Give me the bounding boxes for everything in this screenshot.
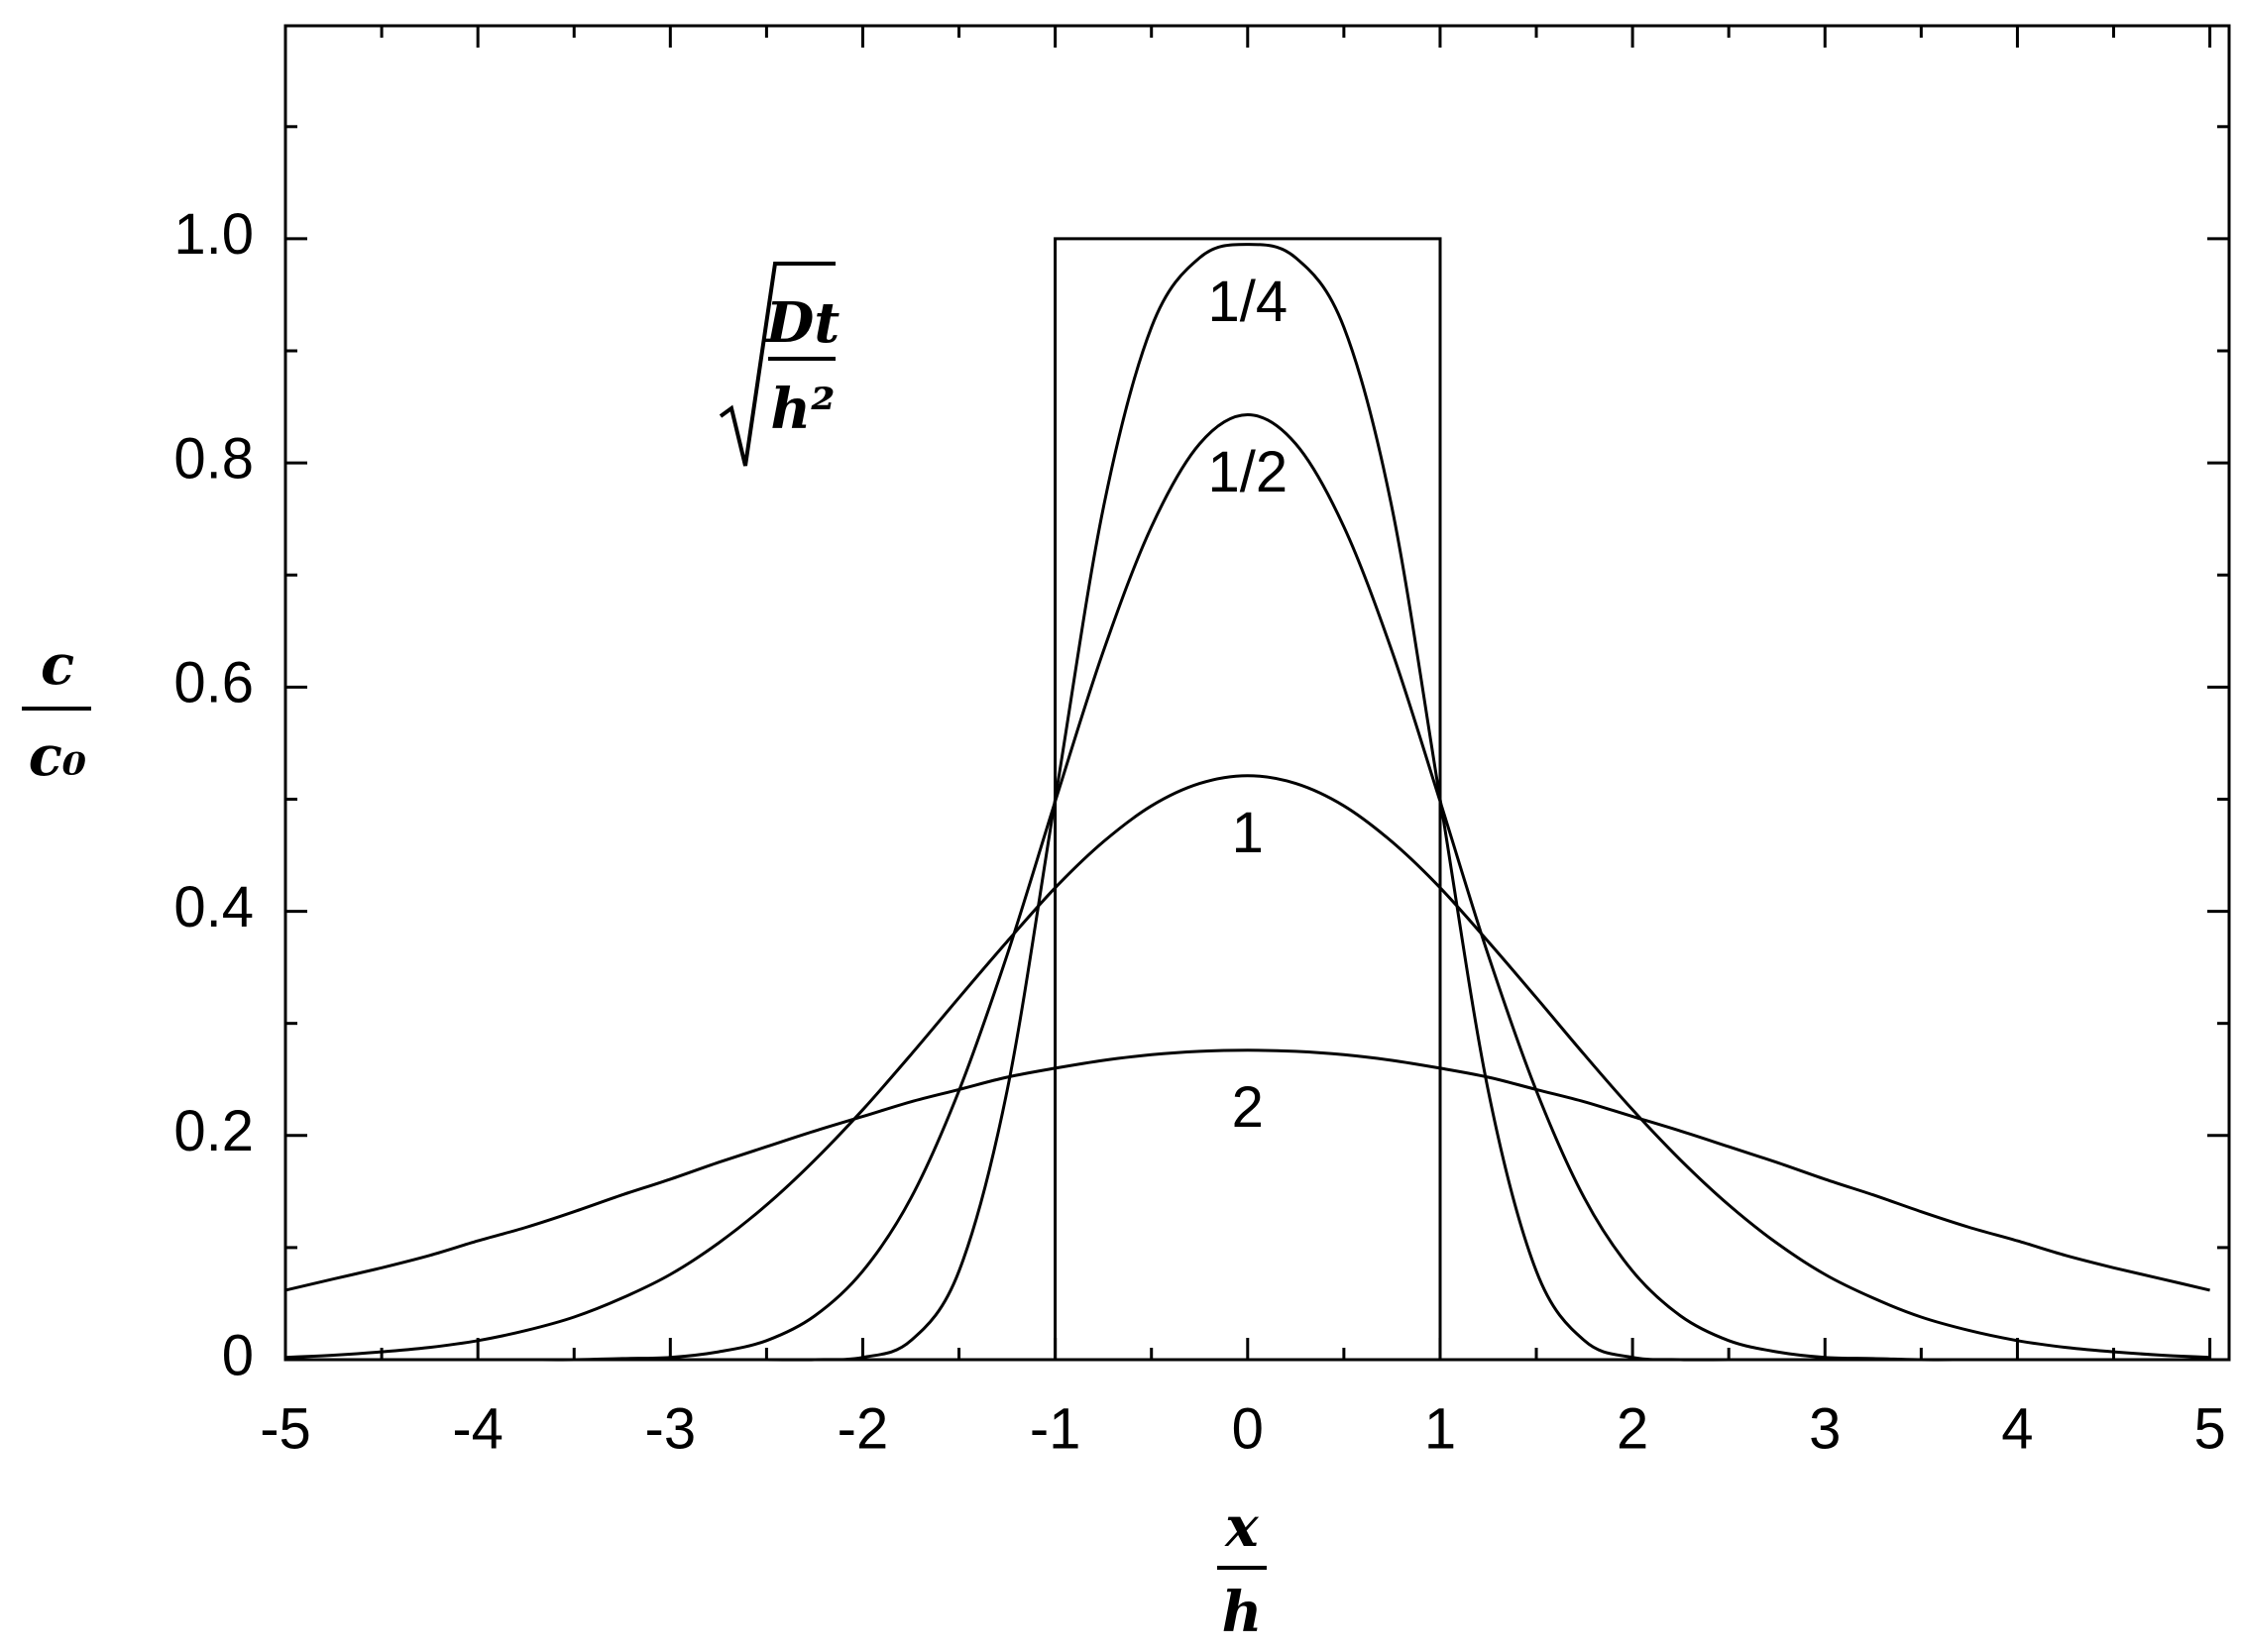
x-tick-label: 1 (1424, 1396, 1456, 1461)
x-tick-label: 3 (1809, 1396, 1841, 1461)
y-tick-label: 0.6 (173, 651, 254, 716)
y-label-numerator: c (41, 632, 74, 698)
x-tick-label: -4 (452, 1396, 504, 1461)
curve (284, 774, 2210, 1360)
y-tick-label: 0.8 (173, 426, 254, 491)
x-tick-label: -5 (260, 1396, 311, 1461)
y-tick-label: 0.2 (173, 1099, 254, 1163)
x-tick-label: -3 (645, 1396, 697, 1461)
curve-label: 1 (1232, 801, 1264, 865)
x-label-denominator: h (1222, 1580, 1263, 1645)
curve (1054, 237, 1442, 1360)
x-label-numerator: x (1224, 1494, 1259, 1560)
x-tick-label: 0 (1232, 1396, 1264, 1461)
y-tick-label: 0.4 (173, 875, 254, 939)
y-label-denominator: c₀ (29, 723, 87, 789)
annotation-denominator: h² (770, 377, 835, 442)
y-tick-label: 1.0 (173, 202, 254, 267)
curve-label: 2 (1232, 1075, 1264, 1140)
curve (284, 1048, 2210, 1292)
curve-label: 1/2 (1207, 440, 1288, 504)
annotation-numerator: Dt (764, 290, 840, 356)
curve-label: 1/4 (1207, 270, 1288, 334)
curve (285, 243, 2210, 1362)
curve (285, 412, 2210, 1362)
x-tick-label: -2 (838, 1396, 889, 1461)
x-tick-label: 2 (1617, 1396, 1648, 1461)
plot-frame (283, 24, 2231, 1362)
y-tick-label: 0 (222, 1323, 254, 1387)
x-tick-label: 5 (2193, 1396, 2225, 1461)
x-tick-label: -1 (1030, 1396, 1081, 1461)
x-tick-label: 4 (2001, 1396, 2033, 1461)
sqrt-sign (719, 262, 836, 467)
